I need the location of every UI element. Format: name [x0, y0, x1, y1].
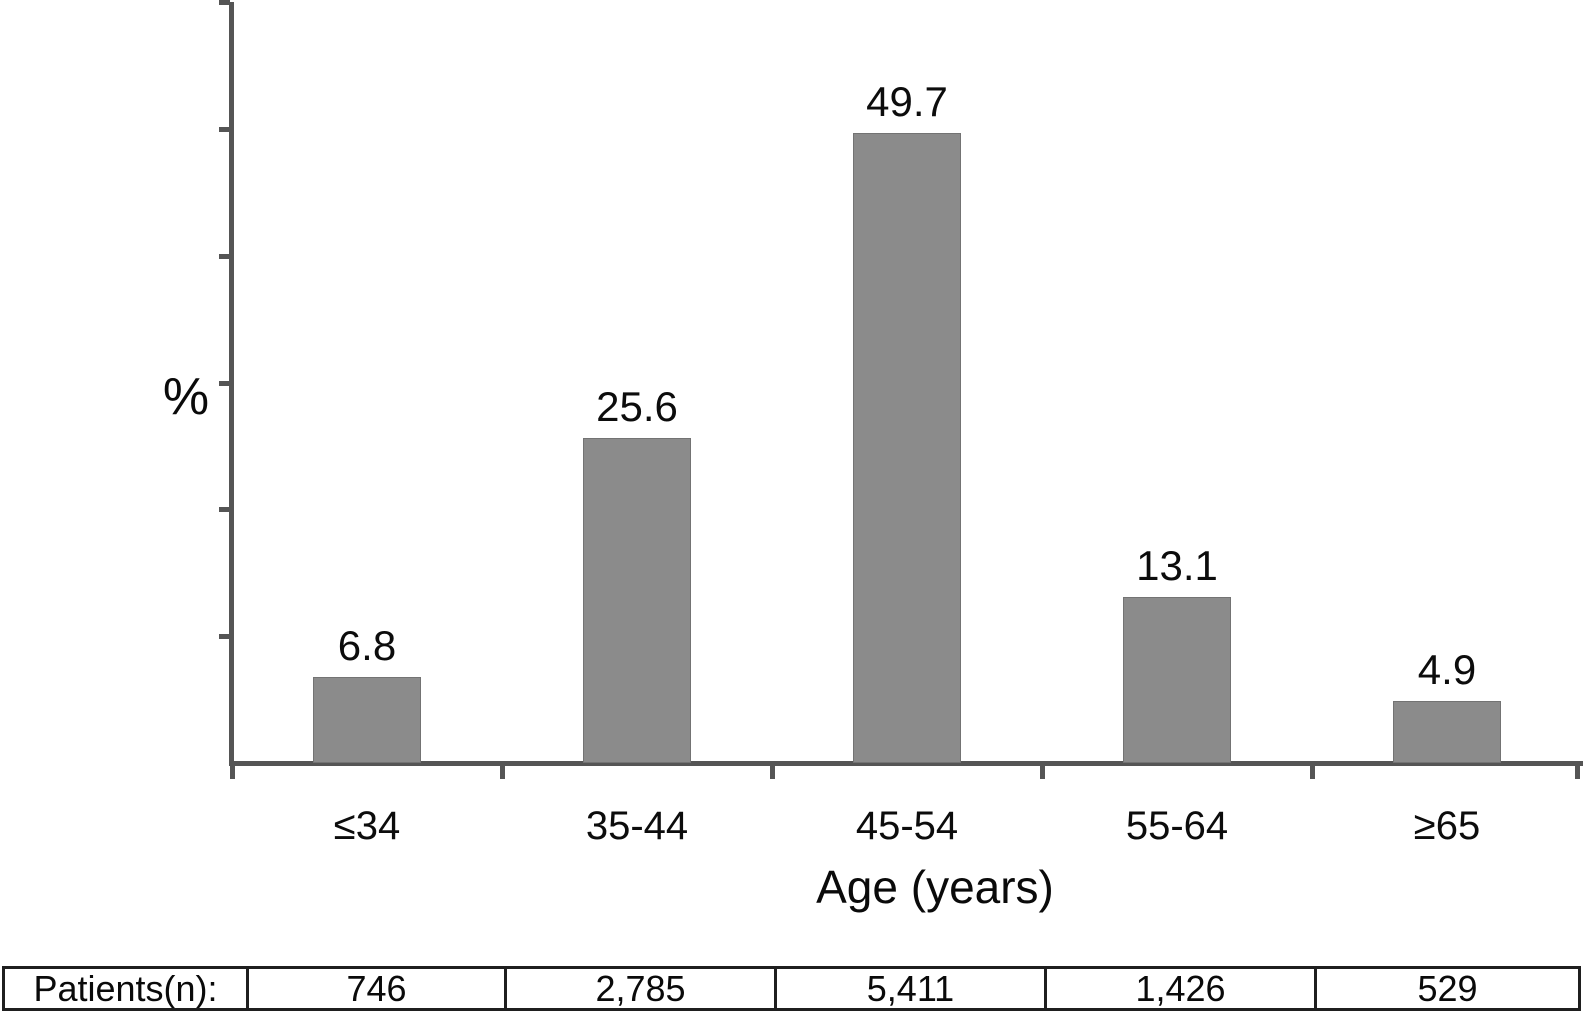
y-axis-title: % [162, 368, 210, 426]
bar-value-label: 4.9 [1417, 646, 1477, 693]
table-row-label: Patients(n): [5, 969, 249, 1008]
y-axis-line [229, 2, 234, 765]
x-tick-5 [1575, 766, 1580, 779]
x-category-label: 35-44 [585, 804, 689, 848]
x-category-label: 45-54 [855, 804, 959, 848]
bar-55-64 [1123, 597, 1231, 763]
x-tick-4 [1310, 766, 1315, 779]
table-cell-patients-35-44: 2,785 [507, 969, 777, 1008]
x-tick-2 [770, 766, 775, 779]
x-tick-0 [230, 766, 235, 779]
y-tick-20 [219, 507, 230, 512]
bar-value-label: 49.7 [866, 78, 948, 125]
y-tick-10 [219, 634, 230, 639]
table-cell-patients-≤34: 746 [249, 969, 507, 1008]
bar-≥65 [1393, 701, 1501, 763]
x-axis-line [229, 761, 1583, 766]
table-cell-patients-55-64: 1,426 [1047, 969, 1317, 1008]
table-cell-patients-45-54: 5,411 [777, 969, 1047, 1008]
bar-value-label: 6.8 [337, 622, 397, 669]
y-tick-30 [219, 381, 230, 386]
x-category-label: 55-64 [1125, 804, 1229, 848]
y-tick-50 [219, 127, 230, 132]
patients-count-table: Patients(n): 746 2,785 5,411 1,426 529 [2, 966, 1581, 1011]
y-tick-60 [219, 0, 230, 5]
y-tick-40 [219, 254, 230, 259]
bar-value-label: 13.1 [1136, 542, 1218, 589]
bar-45-54 [853, 133, 961, 763]
x-tick-1 [500, 766, 505, 779]
bar-35-44 [583, 438, 691, 763]
x-category-label: ≥65 [1413, 804, 1481, 848]
bar-value-label: 25.6 [596, 383, 678, 430]
bar-≤34 [313, 677, 421, 763]
x-category-label: ≤34 [333, 804, 401, 848]
table-cell-patients-≥65: 529 [1417, 969, 1478, 1008]
x-tick-3 [1040, 766, 1045, 779]
x-axis-title: Age (years) [816, 861, 1054, 913]
